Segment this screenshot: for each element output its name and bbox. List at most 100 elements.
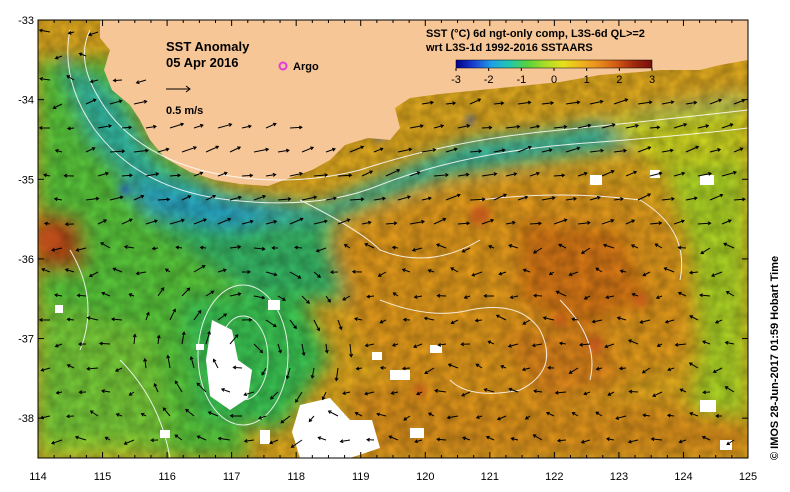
current-vector (133, 194, 145, 201)
current-vector (554, 390, 567, 395)
current-vector (639, 319, 651, 324)
current-vector (66, 364, 75, 369)
current-vector (508, 244, 519, 249)
current-vector (605, 437, 615, 442)
current-vector (101, 291, 111, 297)
current-vector (401, 366, 411, 371)
current-vector (595, 366, 603, 371)
current-vector (427, 268, 435, 273)
colorbar-tick-label: -2 (484, 74, 494, 86)
current-vector (354, 411, 363, 417)
current-vector (241, 317, 253, 322)
current-vector (54, 55, 63, 60)
current-vector (392, 292, 399, 297)
current-vector (385, 169, 401, 177)
current-vector (613, 197, 624, 201)
current-vector (475, 415, 483, 419)
current-vector (212, 358, 219, 369)
y-tick-label: -34 (18, 95, 34, 107)
current-vector (277, 343, 282, 354)
current-vector (63, 173, 75, 178)
current-vector (397, 195, 411, 201)
current-vector (193, 171, 204, 177)
current-vector (521, 367, 531, 372)
y-tick-label: -33 (18, 15, 34, 27)
current-vector (517, 100, 532, 105)
current-vector (121, 218, 133, 225)
current-vector (229, 334, 239, 345)
y-tick-label: -36 (18, 254, 34, 266)
current-vector (145, 311, 150, 321)
current-vector (162, 407, 171, 417)
current-vector (185, 408, 195, 417)
current-vector (289, 171, 304, 177)
current-vector (553, 124, 568, 129)
current-vector (166, 354, 171, 369)
current-vector (493, 148, 506, 153)
current-vector (353, 317, 363, 321)
current-vector (531, 343, 543, 348)
colorbar-tick-label: 0 (551, 74, 557, 86)
current-vector (85, 147, 96, 153)
current-vector (75, 247, 87, 252)
current-vector (181, 195, 192, 201)
current-vector (541, 101, 555, 105)
current-vector (38, 317, 51, 322)
current-vector (89, 410, 99, 417)
current-vector (436, 437, 447, 442)
current-vector (38, 125, 51, 130)
current-vector (325, 196, 338, 201)
current-vector (157, 287, 165, 297)
current-vector (339, 439, 351, 444)
current-vector (289, 319, 297, 330)
current-vector (604, 343, 615, 349)
current-vector (169, 218, 185, 225)
current-vector (133, 99, 148, 105)
current-vector (437, 342, 447, 347)
current-vector (688, 362, 699, 369)
current-vector (450, 319, 459, 325)
current-vector (253, 343, 264, 354)
y-tick-label: -37 (18, 334, 34, 346)
current-vector (615, 415, 627, 420)
current-vector (140, 412, 147, 417)
current-vector (324, 343, 329, 354)
current-vector (52, 103, 63, 110)
current-vector (217, 123, 233, 129)
current-vector (123, 439, 135, 445)
current-vector (66, 317, 75, 322)
current-vector (229, 292, 242, 297)
current-vector (385, 221, 398, 226)
current-vector (100, 242, 111, 249)
x-tick-label: 121 (481, 471, 499, 483)
current-vector (571, 317, 579, 322)
current-vector (721, 170, 738, 177)
x-tick-label: 118 (287, 471, 305, 483)
current-vector (253, 147, 270, 153)
current-vector (128, 391, 135, 396)
current-vector (373, 147, 384, 153)
current-vector (577, 220, 591, 225)
current-vector (390, 391, 399, 395)
current-vector (241, 269, 251, 274)
current-vector (631, 292, 639, 297)
y-axis: -33-34-35-36-37-38 (18, 15, 748, 425)
current-vector (434, 388, 447, 393)
current-vector (361, 220, 372, 225)
colorbar-tick-label: 1 (584, 74, 590, 86)
current-vector (241, 173, 254, 178)
current-vector (469, 149, 483, 154)
current-vector (481, 172, 498, 177)
current-vector (661, 196, 675, 201)
current-vector (343, 244, 351, 249)
current-vector (664, 319, 675, 324)
current-vector (265, 219, 278, 225)
current-vector (461, 247, 471, 253)
current-vector (85, 98, 97, 105)
current-vector (334, 367, 339, 382)
current-vector (685, 196, 698, 201)
current-vector (656, 343, 663, 348)
current-vector (181, 331, 186, 345)
current-vector (485, 435, 495, 441)
current-vector (427, 412, 435, 417)
